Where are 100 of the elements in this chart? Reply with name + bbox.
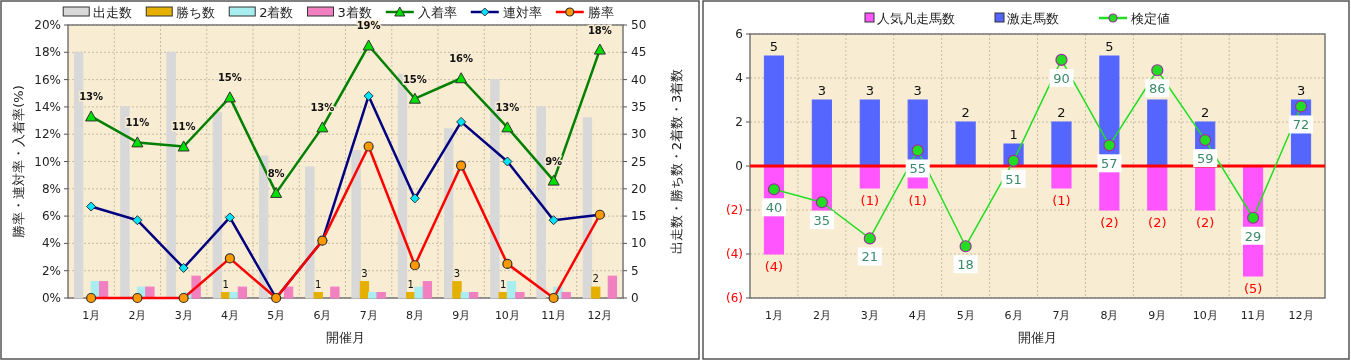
y-axis-title: 勝率・連対率・入着率(%)	[11, 85, 26, 238]
data-label: 40	[765, 200, 783, 216]
x-tick-label: 3月	[860, 309, 879, 322]
x-tick-label: 11月	[541, 309, 567, 322]
legend-label: 人気凡走馬数	[877, 11, 955, 26]
bar	[859, 99, 880, 167]
y-tick-label: 0	[735, 159, 743, 173]
bar	[498, 292, 508, 299]
data-label: (5)	[1243, 281, 1263, 296]
bar	[212, 111, 223, 299]
bar	[229, 292, 239, 299]
x-tick-label: 5月	[267, 309, 286, 322]
point	[959, 240, 972, 253]
bar	[536, 106, 546, 299]
x-tick-label: 3月	[174, 309, 193, 322]
x-tick-label: 6月	[1004, 309, 1023, 322]
data-label: 3	[453, 267, 461, 279]
y-tick-label: 2%	[41, 263, 61, 278]
x-tick-label: 10月	[494, 309, 520, 322]
data-label: 1	[1009, 127, 1018, 142]
legend-label: 出走数	[93, 5, 133, 20]
legend-label: 激走馬数	[1007, 11, 1059, 26]
data-label: 59	[1196, 151, 1214, 167]
x-tick-label: 2月	[812, 309, 831, 322]
data-label: 35	[813, 213, 831, 229]
data-label: 57	[1101, 156, 1118, 172]
x-axis-title: 開催月	[326, 330, 365, 345]
y-tick-label: (2)	[726, 203, 743, 217]
data-label: 16%	[449, 53, 474, 65]
data-label: 2	[1057, 105, 1066, 120]
y2-tick-label: 5	[631, 263, 639, 278]
y-tick-label: 18%	[34, 45, 61, 60]
bar	[1147, 165, 1168, 211]
bar	[811, 99, 832, 167]
data-label: 18	[957, 257, 974, 273]
point	[1151, 64, 1164, 77]
bar	[376, 292, 386, 299]
y2-tick-label: 45	[631, 45, 647, 60]
y-tick-label: 4	[735, 71, 743, 85]
bar	[359, 281, 370, 299]
data-label: 3	[361, 267, 368, 279]
legend-label: 検定値	[1131, 11, 1170, 26]
y2-tick-label: 15	[631, 209, 647, 224]
data-label: 1	[222, 278, 229, 290]
bar	[763, 55, 785, 167]
y2-tick-label: 40	[631, 72, 647, 87]
data-label: 15%	[217, 72, 242, 84]
legend-label: 連対率	[502, 5, 542, 20]
data-label: 3	[913, 83, 922, 98]
x-tick-label: 1月	[82, 309, 101, 322]
point	[1247, 211, 1260, 224]
bar	[443, 128, 454, 299]
data-label: 51	[1005, 171, 1022, 187]
y2-tick-label: 30	[631, 127, 647, 142]
point	[1055, 53, 1068, 66]
legend-label: 3着数	[337, 5, 372, 20]
data-label: (2)	[1100, 215, 1119, 230]
data-label: (1)	[908, 193, 927, 208]
y-tick-label: (4)	[726, 247, 743, 261]
y-tick-label: 8%	[41, 181, 61, 196]
y-tick-label: 0%	[41, 291, 61, 305]
data-label: 13%	[79, 91, 104, 103]
x-tick-label: 7月	[1052, 309, 1071, 322]
bar	[515, 292, 525, 299]
bar	[506, 281, 517, 299]
bar	[330, 286, 340, 299]
y-tick-label: 2	[735, 115, 743, 129]
data-label: 90	[1053, 70, 1070, 86]
y2-axis-title: 出走数・勝ち数・2着数・3着数	[669, 68, 684, 255]
data-label: 1	[407, 278, 414, 290]
x-tick-label: 8月	[405, 309, 424, 322]
x-tick-label: 8月	[1100, 309, 1119, 322]
data-label: 19%	[356, 20, 381, 32]
data-label: 18%	[587, 24, 612, 36]
data-label: 5	[1105, 39, 1114, 54]
data-label: 3	[817, 83, 827, 98]
y-tick-label: 12%	[34, 127, 61, 142]
legend-label: 2着数	[259, 5, 294, 20]
bar	[582, 117, 593, 299]
data-label: 5	[769, 39, 779, 54]
bar	[468, 292, 479, 299]
data-label: 11%	[171, 121, 196, 133]
legend-label: 勝率	[587, 5, 614, 20]
x-tick-label: 7月	[359, 309, 378, 322]
data-label: (2)	[1148, 215, 1167, 230]
y2-tick-label: 25	[631, 154, 647, 169]
x-tick-label: 1月	[764, 309, 783, 322]
bar	[561, 292, 571, 299]
x-tick-label: 4月	[220, 309, 239, 322]
x-tick-label: 6月	[313, 309, 332, 322]
bar	[414, 286, 424, 299]
bar	[283, 286, 294, 299]
bar	[145, 286, 155, 299]
x-tick-label: 9月	[1148, 309, 1167, 322]
data-label: (4)	[764, 259, 784, 274]
x-tick-label: 2月	[128, 309, 147, 322]
bar	[452, 281, 462, 299]
point	[863, 232, 876, 245]
data-label: 21	[861, 249, 879, 265]
y-tick-label: (6)	[726, 291, 743, 305]
